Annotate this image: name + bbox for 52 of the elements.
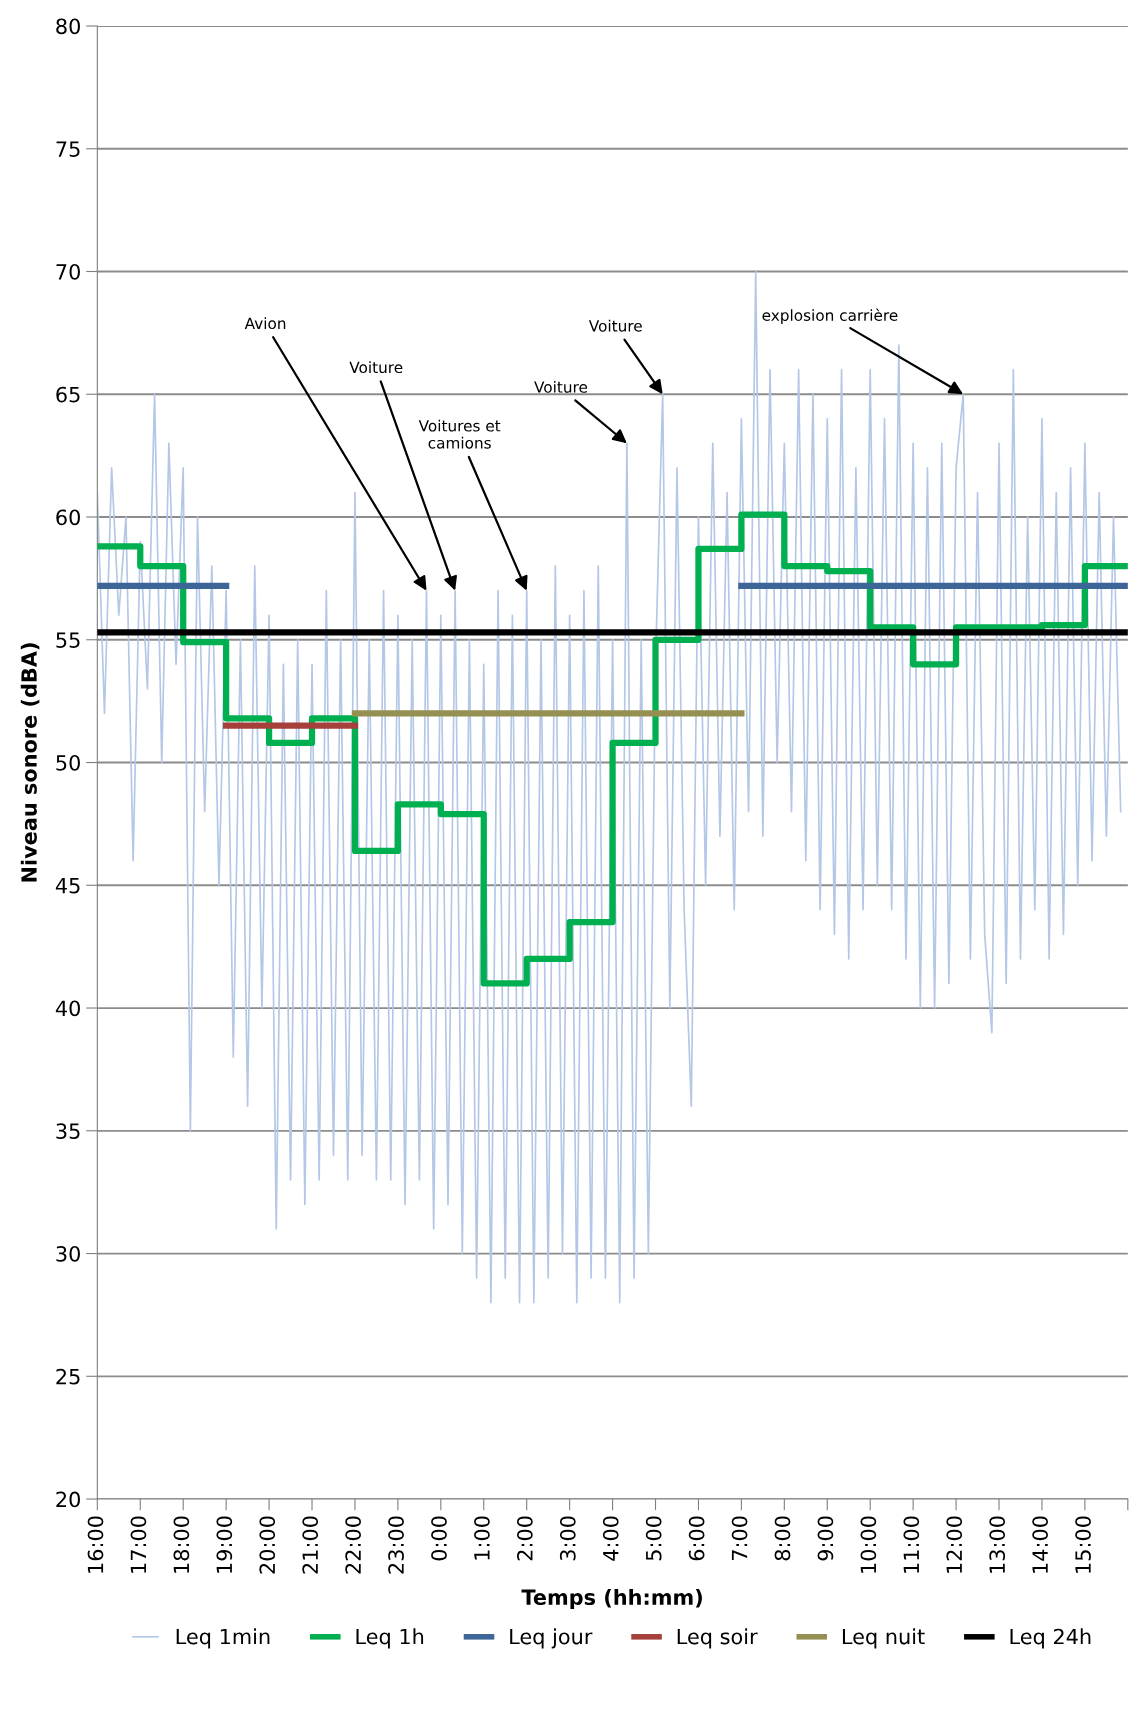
x-tick-label: 1:00: [474, 1516, 490, 1560]
x-tick-label: 18:00: [173, 1516, 190, 1573]
x-tick-label: 16:00: [87, 1516, 104, 1573]
x-tick-label: 13:00: [989, 1516, 1006, 1573]
x-tick-label: 4:00: [602, 1516, 619, 1561]
legend-label: Leq 1min: [176, 1628, 270, 1649]
annotation: Voitures et camions: [418, 419, 501, 449]
legend-label: Leq soir: [677, 1628, 758, 1649]
line-series: [97, 270, 1122, 1304]
y-tick-label: 75: [56, 141, 80, 157]
x-tick-label: 5:00: [645, 1516, 662, 1561]
y-tick-label: 60: [56, 509, 80, 526]
x-axis-title: Temps (hh:mm): [521, 1588, 702, 1610]
x-tick-label: 6:00: [688, 1516, 705, 1561]
y-tick-label: 30: [56, 1245, 80, 1262]
x-tick-label: 23:00: [388, 1516, 404, 1574]
y-tick-label: 80: [56, 18, 80, 35]
y-tick-label: 40: [55, 1000, 80, 1017]
x-tick-label: 2:00: [516, 1516, 533, 1561]
y-tick-label: 55: [56, 632, 80, 648]
y-tick-label: 35: [56, 1123, 80, 1139]
x-tick-label: 3:00: [559, 1516, 576, 1561]
x-tick-label: 10:00: [860, 1516, 877, 1573]
y-tick-label: 25: [56, 1368, 80, 1385]
annotation: explosion carrière: [762, 308, 898, 324]
x-tick-label: 17:00: [130, 1516, 147, 1573]
legend-label: Leq 24h: [1010, 1628, 1091, 1649]
annotation: Voiture: [588, 319, 642, 332]
x-tick-label: 14:00: [1032, 1516, 1048, 1573]
x-tick-label: 0:00: [431, 1516, 447, 1561]
legend-label: Leq nuit: [842, 1628, 925, 1649]
x-tick-label: 22:00: [345, 1516, 361, 1574]
annotation: Avion: [244, 317, 286, 330]
legend-label: Leq 1h: [356, 1628, 424, 1649]
x-tick-label: 11:00: [903, 1516, 920, 1573]
x-tick-label: 8:00: [774, 1516, 791, 1561]
x-tick-label: 7:00: [731, 1516, 748, 1561]
legend-label: Leq jour: [510, 1628, 593, 1649]
y-tick-label: 45: [55, 878, 80, 894]
y-tick-label: 70: [56, 263, 80, 280]
annotation: Voiture: [349, 361, 403, 374]
y-tick-label: 50: [56, 754, 80, 771]
x-tick-label: 21:00: [302, 1516, 319, 1574]
y-tick-label: 65: [56, 386, 80, 403]
x-tick-label: 9:00: [817, 1516, 834, 1561]
y-tick-label: 20: [56, 1491, 80, 1508]
x-tick-label: 12:00: [946, 1516, 963, 1573]
annotation: Voiture: [534, 380, 588, 393]
x-tick-label: 19:00: [216, 1516, 233, 1573]
x-tick-label: 15:00: [1075, 1516, 1091, 1573]
y-axis-title: Niveau sonore (dBA): [20, 643, 40, 882]
x-tick-label: 20:00: [259, 1516, 276, 1574]
